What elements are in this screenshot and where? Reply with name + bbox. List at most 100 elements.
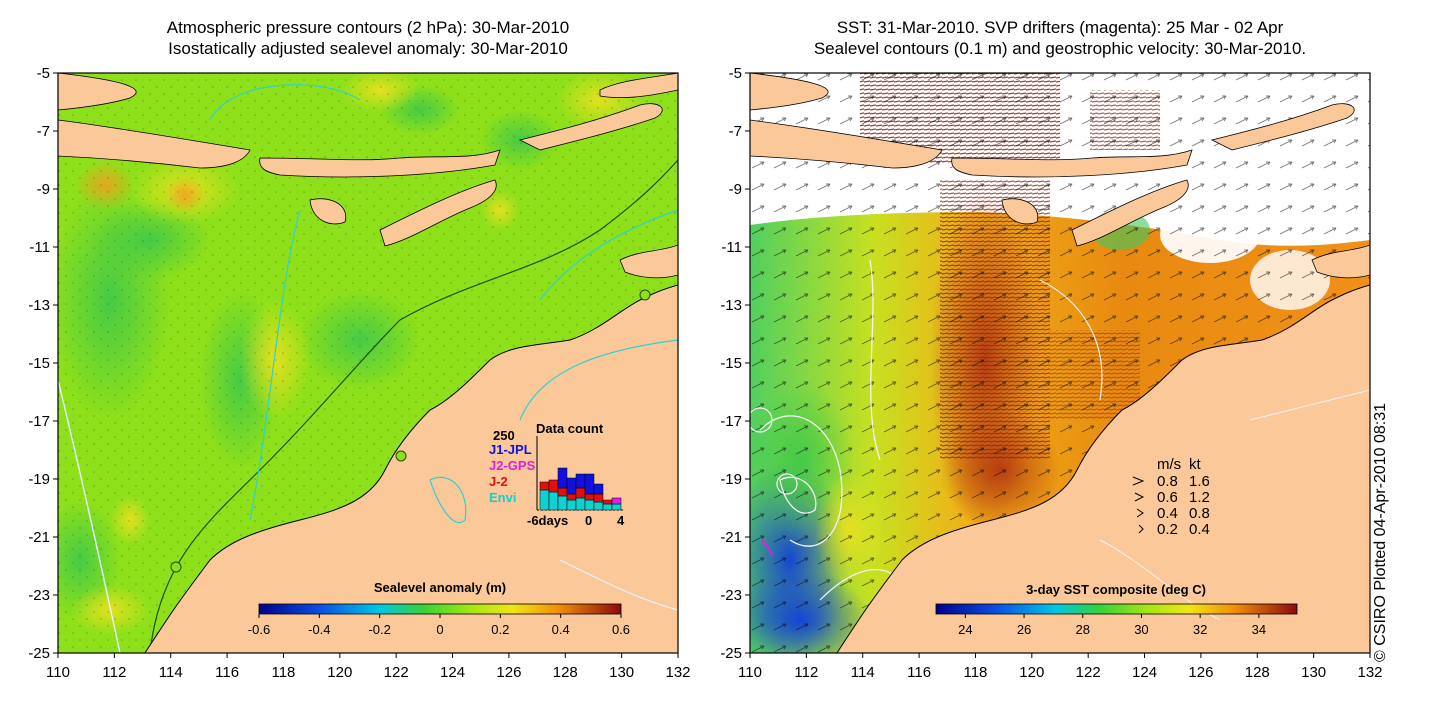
inset-bars bbox=[539, 467, 622, 511]
right-y-tick-label: -13 bbox=[720, 297, 742, 314]
inset-bar-segment bbox=[566, 499, 577, 511]
inset-bar-segment bbox=[593, 501, 604, 511]
inset-bar-segment bbox=[584, 499, 595, 511]
sealevel-colorbar-tick: 0 bbox=[436, 622, 443, 637]
left-y-tick-label: -25 bbox=[28, 645, 50, 662]
left-title-line1: Atmospheric pressure contours (2 hPa): 3… bbox=[166, 18, 570, 37]
inset-legend-item: J-2 bbox=[489, 474, 508, 489]
inset-bar-segment bbox=[575, 487, 586, 499]
right-x-tick-label: 118 bbox=[963, 664, 987, 681]
left-axis-ticks: 110 112 114 116 118 120 122 124 126 128 130 132 -5 -7… bbox=[28, 65, 690, 681]
velocity-legend-kt-header: kt bbox=[1189, 456, 1202, 473]
right-axis-ticks: 110 112 114 116 118 120 122 124 126 128 130 132 -5 -7… bbox=[720, 65, 1382, 681]
right-y-tick-label: -15 bbox=[720, 355, 742, 372]
inset-bar-segment bbox=[602, 499, 613, 505]
sealevel-colorbar-tick: -0.2 bbox=[368, 622, 390, 637]
right-y-tick-label: -7 bbox=[729, 123, 742, 140]
inset-bar-segment bbox=[548, 479, 559, 493]
sst-colorbar-tick: 34 bbox=[1252, 622, 1266, 637]
sealevel-anomaly-map bbox=[58, 73, 678, 653]
inset-legend-item: J2-GPS bbox=[489, 458, 536, 473]
sealevel-colorbar-tick: 0.6 bbox=[612, 622, 630, 637]
left-x-tick-label: 112 bbox=[102, 664, 126, 681]
right-x-tick-label: 116 bbox=[907, 664, 931, 681]
left-x-tick-label: 120 bbox=[327, 664, 352, 681]
left-y-tick-label: -23 bbox=[28, 587, 50, 604]
velocity-legend-kt: 1.6 bbox=[1189, 473, 1210, 490]
right-x-tick-label: 128 bbox=[1245, 664, 1270, 681]
sst-colorbar: 3-day SST composite (deg C) 24 26 28 30 32 34 bbox=[935, 582, 1298, 637]
inset-bar-segment bbox=[602, 503, 613, 511]
inset-bar-segment bbox=[557, 487, 568, 497]
sealevel-colorbar: Sealevel anomaly (m) -0.6 -0.4 -0.2 0 0.2 0.4… bbox=[248, 580, 630, 637]
velocity-legend-ms: 0.2 bbox=[1157, 521, 1178, 538]
sst-colorbar-tick: 28 bbox=[1076, 622, 1090, 637]
inset-bar-segment bbox=[575, 497, 586, 511]
inset-bar-segment bbox=[539, 481, 550, 491]
inset-bar-segment bbox=[539, 489, 550, 511]
sst-colorbar-tick: 30 bbox=[1134, 622, 1148, 637]
velocity-legend-arrow bbox=[1132, 476, 1145, 486]
right-x-tick-label: 122 bbox=[1076, 664, 1101, 681]
inset-bar-segment bbox=[584, 473, 595, 495]
velocity-legend-arrow bbox=[1136, 508, 1144, 518]
inset-bar-segment bbox=[548, 491, 559, 511]
right-x-tick-label: 114 bbox=[851, 664, 875, 681]
left-x-tick-label: 110 bbox=[46, 664, 70, 681]
left-y-tick-label: -5 bbox=[37, 65, 50, 82]
left-y-tick-label: -21 bbox=[28, 529, 50, 546]
right-x-tick-label: 132 bbox=[1357, 664, 1382, 681]
sst-map bbox=[750, 73, 1370, 653]
right-y-tick-label: -17 bbox=[720, 413, 742, 430]
inset-bar-segment bbox=[611, 497, 622, 505]
right-x-tick-label: 124 bbox=[1132, 664, 1157, 681]
inset-bar-segment bbox=[593, 493, 604, 503]
right-y-tick-label: -9 bbox=[729, 181, 742, 198]
right-x-tick-label: 112 bbox=[794, 664, 818, 681]
right-x-tick-label: 110 bbox=[738, 664, 762, 681]
sst-colorbar-tick: 24 bbox=[958, 622, 972, 637]
australia-landmass bbox=[144, 284, 678, 653]
left-map-title: Atmospheric pressure contours (2 hPa): 3… bbox=[58, 17, 678, 59]
plot-credit: © CSIRO Plotted 04-Apr-2010 08:31 bbox=[1372, 402, 1389, 662]
velocity-legend-kt: 1.2 bbox=[1189, 489, 1210, 506]
sst-colorbar-tick: 26 bbox=[1017, 622, 1031, 637]
left-x-tick-label: 124 bbox=[440, 664, 465, 681]
inset-xlabel-end: 4 bbox=[617, 513, 625, 528]
left-x-tick-label: 132 bbox=[665, 664, 690, 681]
right-y-tick-label: -23 bbox=[720, 587, 742, 604]
left-y-tick-label: -19 bbox=[28, 471, 50, 488]
sealevel-colorbar-tick: 0.4 bbox=[552, 622, 570, 637]
sealevel-colorbar-tick: -0.4 bbox=[308, 622, 330, 637]
left-x-tick-label: 130 bbox=[609, 664, 634, 681]
velocity-legend-kt: 0.4 bbox=[1189, 521, 1210, 538]
right-map-title: SST: 31-Mar-2010. SVP drifters (magenta)… bbox=[750, 17, 1370, 59]
inset-bar-segment bbox=[557, 495, 568, 511]
sst-colorbar-title: 3-day SST composite (deg C) bbox=[1026, 582, 1206, 597]
inset-legend-item: Envi bbox=[489, 490, 516, 505]
left-y-tick-label: -15 bbox=[28, 355, 50, 372]
left-x-tick-label: 114 bbox=[159, 664, 183, 681]
sealevel-colorbar-title: Sealevel anomaly (m) bbox=[374, 580, 506, 595]
left-y-tick-label: -13 bbox=[28, 297, 50, 314]
inset-bar-segment bbox=[566, 493, 577, 501]
inset-bar-segment bbox=[566, 477, 577, 495]
velocity-legend-arrow bbox=[1138, 524, 1144, 534]
velocity-legend-ms: 0.8 bbox=[1157, 473, 1178, 490]
inset-xlabel-zero: 0 bbox=[585, 513, 592, 528]
inset-bar-segment bbox=[584, 493, 595, 501]
australia-landmass-sst bbox=[836, 284, 1370, 653]
velocity-legend-ms-header: m/s bbox=[1157, 456, 1181, 473]
left-x-tick-label: 126 bbox=[496, 664, 521, 681]
inset-legend-item: J1-JPL bbox=[489, 442, 532, 457]
velocity-legend-ms: 0.6 bbox=[1157, 489, 1178, 506]
right-y-tick-label: -19 bbox=[720, 471, 742, 488]
sealevel-colorbar-tick: -0.6 bbox=[248, 622, 270, 637]
left-x-tick-label: 122 bbox=[384, 664, 409, 681]
right-y-tick-label: -11 bbox=[721, 239, 742, 256]
inset-bar-segment bbox=[575, 473, 586, 489]
inset-ymax: 250 bbox=[493, 428, 515, 443]
